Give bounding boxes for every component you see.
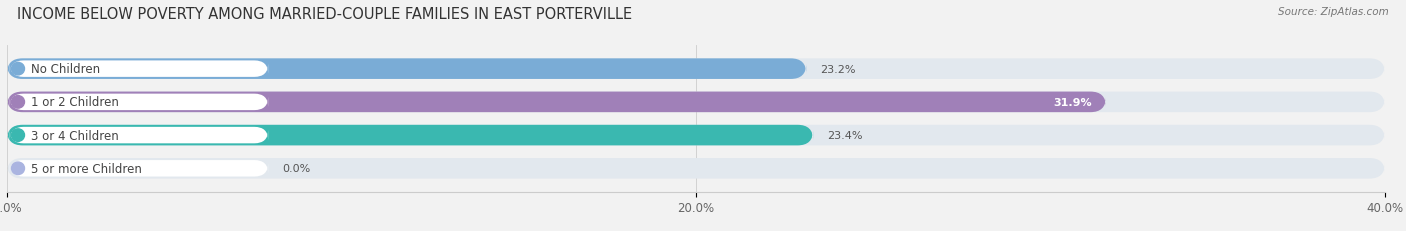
FancyBboxPatch shape: [7, 158, 1385, 179]
Text: 1 or 2 Children: 1 or 2 Children: [31, 96, 120, 109]
FancyBboxPatch shape: [7, 125, 813, 146]
FancyBboxPatch shape: [10, 160, 269, 177]
FancyBboxPatch shape: [7, 59, 806, 80]
FancyBboxPatch shape: [10, 127, 269, 144]
FancyBboxPatch shape: [7, 92, 1385, 113]
Text: 31.9%: 31.9%: [1053, 97, 1092, 107]
Text: 23.2%: 23.2%: [820, 64, 855, 74]
Text: 5 or more Children: 5 or more Children: [31, 162, 142, 175]
Text: INCOME BELOW POVERTY AMONG MARRIED-COUPLE FAMILIES IN EAST PORTERVILLE: INCOME BELOW POVERTY AMONG MARRIED-COUPL…: [17, 7, 633, 22]
FancyBboxPatch shape: [10, 61, 269, 78]
Circle shape: [11, 96, 24, 109]
FancyBboxPatch shape: [10, 94, 269, 111]
Text: 23.4%: 23.4%: [827, 131, 862, 140]
Circle shape: [11, 162, 24, 175]
Text: 3 or 4 Children: 3 or 4 Children: [31, 129, 120, 142]
FancyBboxPatch shape: [7, 59, 1385, 80]
Circle shape: [11, 129, 24, 142]
Circle shape: [11, 63, 24, 76]
FancyBboxPatch shape: [7, 125, 1385, 146]
FancyBboxPatch shape: [7, 92, 1107, 113]
Text: 0.0%: 0.0%: [283, 164, 311, 173]
Text: Source: ZipAtlas.com: Source: ZipAtlas.com: [1278, 7, 1389, 17]
Text: No Children: No Children: [31, 63, 100, 76]
